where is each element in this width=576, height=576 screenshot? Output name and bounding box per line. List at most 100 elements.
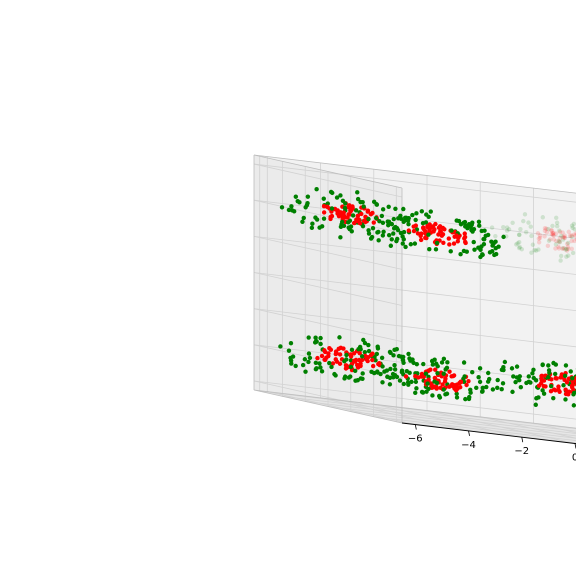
outer-point: [487, 250, 493, 255]
outer-point: [334, 195, 340, 200]
outer-point: [394, 238, 399, 244]
outer-point: [329, 364, 334, 370]
outer-point: [350, 213, 356, 218]
inner-point: [322, 349, 328, 355]
inner-point: [446, 236, 452, 241]
outer-point: [529, 250, 534, 255]
inner-point: [565, 241, 570, 247]
outer-point: [278, 344, 283, 349]
outer-point: [430, 393, 435, 398]
outer-point: [388, 366, 393, 372]
outer-point: [549, 383, 554, 389]
inner-point: [329, 213, 335, 219]
outer-point: [517, 378, 522, 383]
inner-point: [569, 383, 575, 389]
outer-point: [470, 220, 475, 225]
outer-point: [392, 347, 397, 353]
outer-point: [464, 249, 469, 254]
outer-point: [289, 361, 294, 366]
grid-line-y-floor: [396, 421, 576, 444]
outer-point: [493, 233, 498, 239]
outer-point: [366, 228, 371, 233]
inner-point: [544, 230, 550, 235]
inner-point: [370, 357, 375, 363]
outer-point: [366, 348, 372, 354]
outer-point: [426, 232, 431, 237]
outer-point: [474, 385, 479, 391]
outer-point: [444, 365, 450, 370]
inner-point: [550, 230, 556, 236]
inner-point: [330, 361, 336, 366]
outer-point: [380, 207, 386, 212]
outer-point: [386, 219, 392, 225]
outer-point: [501, 367, 506, 373]
inner-point: [464, 382, 469, 388]
outer-point: [355, 190, 360, 195]
outer-point: [369, 369, 374, 375]
inner-point: [441, 240, 446, 246]
inner-point: [433, 367, 438, 372]
outer-point: [400, 241, 405, 246]
outer-point: [522, 212, 528, 217]
outer-point: [486, 370, 491, 376]
inner-point: [554, 238, 559, 244]
outer-point: [362, 350, 368, 355]
outer-point: [317, 225, 322, 230]
outer-point: [321, 216, 327, 221]
outer-point: [570, 375, 575, 381]
outer-point: [531, 367, 536, 373]
outer-point: [489, 239, 494, 244]
outer-point: [380, 380, 385, 385]
outer-point: [533, 402, 538, 407]
outer-point: [477, 223, 482, 228]
x-tick-label: −6: [408, 434, 423, 445]
inner-point: [554, 376, 559, 381]
inner-point: [427, 228, 432, 234]
outer-point: [392, 362, 397, 368]
pane-edge: [253, 154, 576, 194]
inner-point: [536, 236, 542, 241]
outer-point: [388, 243, 394, 248]
inner-point: [572, 232, 576, 237]
outer-point: [441, 387, 446, 392]
outer-point: [408, 242, 414, 247]
inner-point: [406, 228, 411, 233]
outer-point: [397, 378, 403, 383]
outer-point: [358, 199, 363, 205]
outer-point: [380, 233, 386, 238]
outer-point: [493, 246, 498, 251]
outer-point: [373, 358, 378, 363]
outer-point: [540, 362, 545, 367]
inner-point: [442, 379, 448, 384]
inner-point: [557, 236, 563, 241]
inner-point: [336, 346, 341, 352]
outer-point: [406, 351, 411, 357]
inner-point: [463, 239, 468, 245]
inner-point: [321, 210, 327, 215]
outer-point: [471, 227, 477, 232]
outer-point: [426, 214, 431, 220]
outer-point: [378, 371, 383, 377]
outer-point: [432, 379, 437, 384]
outer-point: [510, 389, 515, 395]
outer-point: [401, 354, 406, 360]
x-tick-mark: [468, 430, 470, 436]
outer-point: [434, 240, 440, 246]
outer-point: [570, 225, 575, 231]
outer-point: [458, 222, 464, 227]
outer-point: [338, 193, 343, 198]
outer-point: [428, 209, 433, 214]
inner-point: [439, 233, 445, 238]
outer-point: [571, 221, 576, 227]
outer-point: [445, 360, 450, 365]
outer-point: [572, 227, 576, 232]
inner-point: [567, 233, 573, 238]
outer-point: [295, 198, 300, 204]
outer-point: [517, 244, 523, 250]
outer-point: [540, 215, 545, 220]
outer-point: [375, 346, 381, 351]
outer-point: [421, 361, 426, 367]
outer-point: [499, 387, 504, 392]
outer-point: [404, 369, 410, 374]
inner-point: [466, 378, 471, 384]
